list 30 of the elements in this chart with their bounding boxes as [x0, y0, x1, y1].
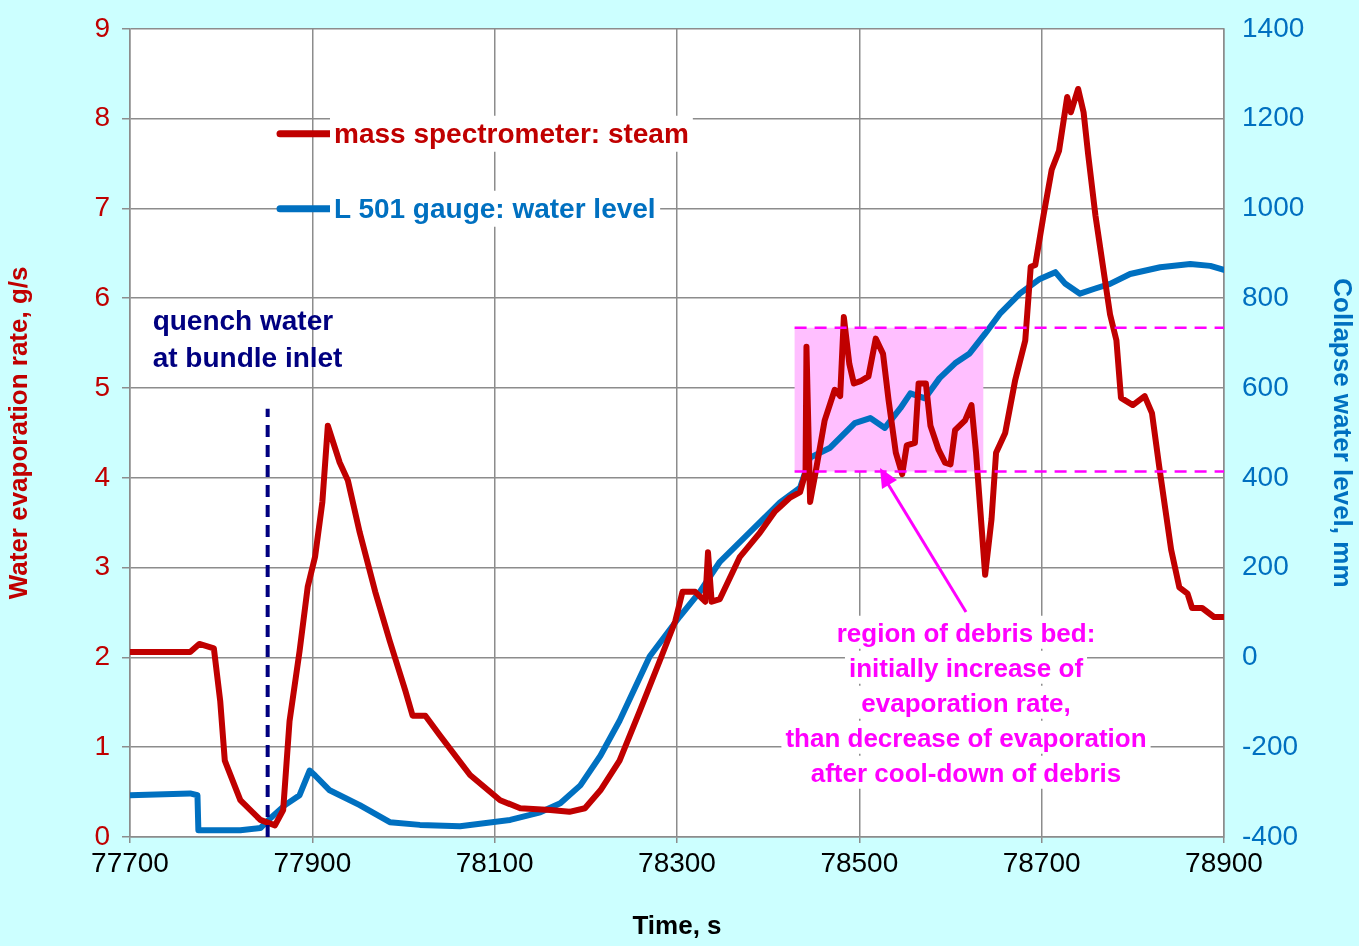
- y2-tick-label: 600: [1242, 370, 1289, 402]
- x-tick-label: 77900: [273, 846, 352, 878]
- y-tick-label: 8: [94, 101, 110, 133]
- y2-tick-label: 1000: [1242, 191, 1305, 223]
- x-tick-label: 78700: [1002, 846, 1081, 878]
- y2-axis-title: Collapse water level, mm: [1328, 278, 1359, 588]
- x-tick-label: 78500: [820, 846, 899, 878]
- y-axis-title: Water evaporation rate, g/s: [2, 266, 33, 600]
- y2-tick-label: 200: [1242, 550, 1289, 582]
- x-tick-label: 78300: [638, 846, 716, 878]
- y2-tick-label: 400: [1242, 460, 1289, 492]
- ref-line-label: quench water at bundle inlet: [152, 304, 343, 373]
- y-tick-label: 3: [94, 550, 110, 582]
- y-tick-label: 6: [94, 280, 110, 312]
- legend-label: L 501 gauge: water level: [334, 192, 656, 224]
- y2-tick-label: 0: [1242, 640, 1258, 672]
- y2-tick-label: 1400: [1242, 11, 1305, 43]
- y-tick-label: 2: [94, 640, 110, 672]
- y-tick-label: 9: [94, 11, 110, 43]
- y2-tick-label: 800: [1242, 280, 1289, 312]
- y-tick-label: 1: [94, 729, 110, 761]
- y2-tick-label: 1200: [1242, 101, 1305, 133]
- y-tick-label: 4: [94, 460, 110, 492]
- legend-label: mass spectrometer: steam: [334, 117, 689, 149]
- y2-tick-label: -200: [1242, 729, 1299, 761]
- annotation: region of debris bed: initially increase of evaporation rate, than decrease of evaporation after cool-down of debris: [785, 617, 1147, 788]
- x-tick-label: 78100: [455, 846, 534, 878]
- y-tick-label: 7: [94, 191, 110, 223]
- x-axis-title: Time, s: [632, 909, 722, 940]
- y-tick-label: 5: [94, 370, 110, 402]
